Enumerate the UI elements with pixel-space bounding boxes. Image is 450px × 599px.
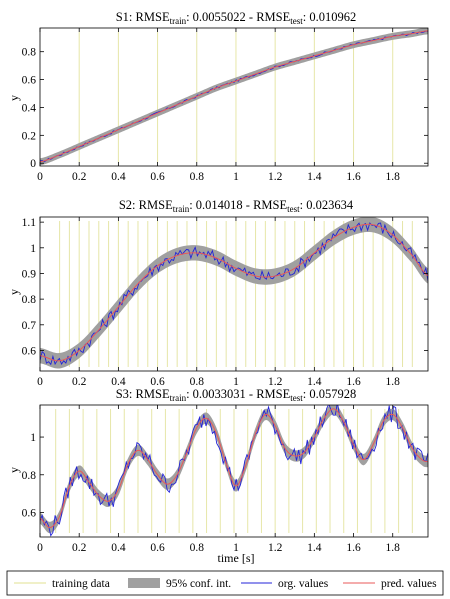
x-tick-label: 1 [233, 542, 239, 554]
legend-pred-label: pred. values [381, 578, 437, 590]
x-tick-label: 0.4 [111, 171, 126, 183]
xlabel-s3: time [s] [218, 551, 255, 565]
plot-content [40, 405, 428, 537]
y-tick-label: 1 [30, 243, 36, 255]
panel-s1: 0 0.2 0.4 0.6 0.8 1 1.2 1.4 1.6 1.8 0 0.2 0.4 0.6 0.8 [22, 27, 429, 183]
title-s2-suffix: : 0.023634 [300, 198, 354, 212]
y-tick-label: 0.8 [22, 47, 37, 59]
legend-org-label: org. values [278, 578, 329, 590]
y-tick-label: 0.4 [22, 102, 37, 114]
x-tick-label: 1.6 [346, 171, 361, 183]
x-tick-label: 1.2 [268, 542, 283, 554]
y-tick-label: 0.6 [22, 75, 37, 87]
x-tick-label: 1.2 [268, 171, 283, 183]
y-tick-label: 0.9 [22, 268, 37, 280]
title-s2-sub1: train [173, 204, 190, 214]
title-s1-sub1: train [170, 16, 187, 26]
x-tick-label: 0.2 [72, 171, 87, 183]
legend-conf-swatch [128, 578, 160, 588]
x-tick-label: 1.6 [346, 542, 361, 554]
x-tick-label: 0 [37, 376, 43, 388]
ylabel-s3: y [7, 467, 21, 473]
title-s2-prefix: S2: RMSE [119, 198, 173, 212]
x-tick-label: 1.4 [307, 376, 322, 388]
title-s1: S1: RMSEtrain: 0.0055022 - RMSEtest: 0.0… [116, 10, 357, 26]
x-tick-label: 1.4 [307, 171, 322, 183]
title-s1-sub2: test [290, 16, 303, 26]
x-tick-label: 0.2 [72, 542, 87, 554]
x-tick-label: 0.4 [111, 542, 126, 554]
x-tick-label: 0.2 [72, 376, 87, 388]
title-s3-prefix: S3: RMSE [116, 387, 170, 401]
x-tick-label: 0.6 [150, 171, 165, 183]
predicted-values-line [40, 223, 428, 362]
y-tick-label: 0.2 [22, 130, 37, 142]
x-tick-label: 0 [37, 171, 43, 183]
predicted-values-line [40, 30, 428, 163]
ylabel-s2: y [7, 289, 21, 295]
panel-s3: 0 0.2 0.4 0.6 0.8 1 1.2 1.4 1.6 1.8 0.6 0.8 1 [22, 404, 429, 554]
title-s1-suffix: : 0.010962 [303, 10, 356, 24]
y-tick-label: 0.8 [22, 294, 37, 306]
confidence-band [40, 405, 428, 534]
plot-area [40, 217, 428, 371]
y-tick-label: 1.1 [22, 217, 37, 229]
x-tick-label: 1.4 [307, 542, 322, 554]
title-s3-sub1: train [170, 393, 187, 403]
x-tick-label: 1.8 [386, 542, 401, 554]
predicted-values-line [40, 408, 428, 529]
title-s2-mid: : 0.014018 - RMSE [189, 198, 287, 212]
title-s3: S3: RMSEtrain: 0.0033031 - RMSEtest: 0.0… [116, 387, 357, 403]
y-tick-label: 1 [30, 432, 36, 444]
x-tick-label: 0.4 [111, 376, 126, 388]
x-tick-label: 1.8 [386, 171, 401, 183]
x-tick-label: 1.2 [268, 376, 283, 388]
y-tick-label: 0.7 [22, 320, 37, 332]
title-s3-sub2: test [290, 393, 303, 403]
axes-frame [39, 27, 429, 167]
panel-s2: 0 0.2 0.4 0.6 0.8 1 1.2 1.4 1.6 1.8 0.6 0.7 0.8 0.9 1 1… [22, 216, 429, 388]
plot-content [40, 217, 428, 369]
title-s3-suffix: : 0.057928 [303, 387, 356, 401]
title-s1-mid: : 0.0055022 - RMSE [186, 10, 291, 24]
y-tick-label: 0.6 [22, 507, 37, 519]
x-tick-label: 1 [233, 171, 239, 183]
y-tick-label: 0.8 [22, 470, 37, 482]
axes-frame [39, 216, 429, 372]
x-tick-label: 1 [233, 376, 239, 388]
x-tick-label: 0.8 [190, 171, 205, 183]
axes-frame [39, 404, 429, 538]
legend: training data 95% conf. int. org. values… [6, 570, 444, 596]
x-tick-label: 0.8 [190, 376, 205, 388]
plot-content [40, 28, 428, 166]
legend-training-label: training data [52, 578, 110, 590]
x-tick-label: 0 [37, 542, 43, 554]
title-s3-mid: : 0.0033031 - RMSE [186, 387, 291, 401]
plot-area [40, 28, 428, 166]
y-tick-label: 0 [30, 158, 36, 170]
ylabel-s1: y [7, 95, 21, 101]
x-tick-label: 0.6 [150, 542, 165, 554]
x-tick-label: 1.6 [346, 376, 361, 388]
legend-conf-label: 95% conf. int. [166, 578, 231, 590]
title-s2-sub2: test [287, 204, 300, 214]
title-s2: S2: RMSEtrain: 0.014018 - RMSEtest: 0.02… [119, 198, 354, 214]
title-s1-prefix: S1: RMSE [116, 10, 170, 24]
y-tick-label: 0.6 [22, 345, 37, 357]
x-tick-label: 0.8 [190, 542, 205, 554]
x-tick-label: 1.8 [386, 376, 401, 388]
x-tick-label: 0.6 [150, 376, 165, 388]
